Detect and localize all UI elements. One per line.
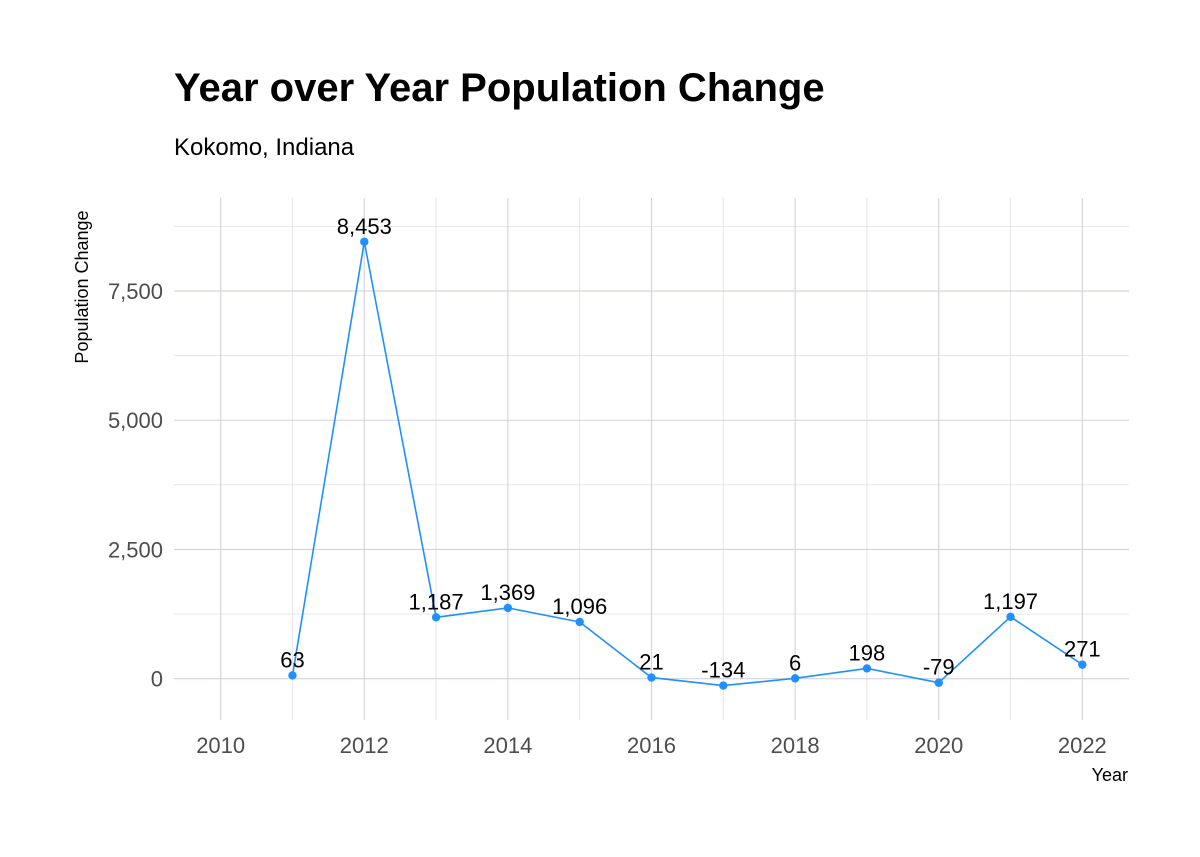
data-label: -79 (923, 655, 955, 680)
data-point (647, 673, 656, 682)
data-point (575, 617, 584, 627)
data-label: -134 (701, 658, 745, 683)
data-point (1006, 612, 1015, 621)
data-point (431, 613, 441, 622)
y-tick-label: 7,500 (108, 279, 163, 304)
data-point (360, 237, 369, 246)
x-tick-label: 2020 (914, 733, 963, 758)
y-axis-ticks: 0 2,500 5,000 7,500 (108, 279, 163, 692)
data-point (790, 674, 800, 683)
data-label: 1,187 (409, 589, 464, 614)
data-label: 1,096 (552, 594, 607, 619)
y-tick-label: 2,500 (108, 537, 163, 562)
series-population-change (288, 237, 1087, 690)
data-point (862, 664, 872, 673)
data-labels: 63 8,453 1,187 1,369 1,096 21 -134 6 198 -79 1,197… (280, 214, 1100, 683)
y-axis-title: Population Change (72, 210, 92, 363)
data-label: 1,197 (983, 589, 1038, 614)
x-tick-label: 2010 (196, 733, 245, 758)
x-tick-label: 2018 (771, 733, 820, 758)
x-tick-label: 2022 (1058, 733, 1107, 758)
data-label: 1,369 (480, 580, 535, 605)
x-tick-label: 2014 (483, 733, 532, 758)
series-line (291, 241, 1083, 687)
y-tick-label: 0 (151, 667, 163, 692)
chart-title: Year over Year Population Change (174, 66, 825, 110)
data-label: 8,453 (337, 214, 392, 239)
x-axis-ticks: 2010 2012 2014 2016 2018 2020 2022 (196, 733, 1107, 758)
data-point (503, 603, 513, 613)
data-point (1078, 660, 1087, 669)
data-point (934, 678, 943, 687)
data-label: 21 (639, 650, 663, 675)
data-point (719, 681, 728, 690)
grid-lines (174, 198, 1129, 720)
data-label: 63 (280, 647, 304, 672)
data-label: 198 (849, 640, 886, 665)
x-axis-title: Year (1092, 765, 1128, 785)
x-tick-label: 2016 (627, 733, 676, 758)
chart-subtitle: Kokomo, Indiana (174, 134, 355, 161)
data-label: 271 (1064, 637, 1101, 662)
x-tick-label: 2012 (340, 733, 389, 758)
data-label: 6 (789, 650, 801, 675)
data-point (288, 671, 297, 680)
y-tick-label: 5,000 (108, 408, 163, 433)
